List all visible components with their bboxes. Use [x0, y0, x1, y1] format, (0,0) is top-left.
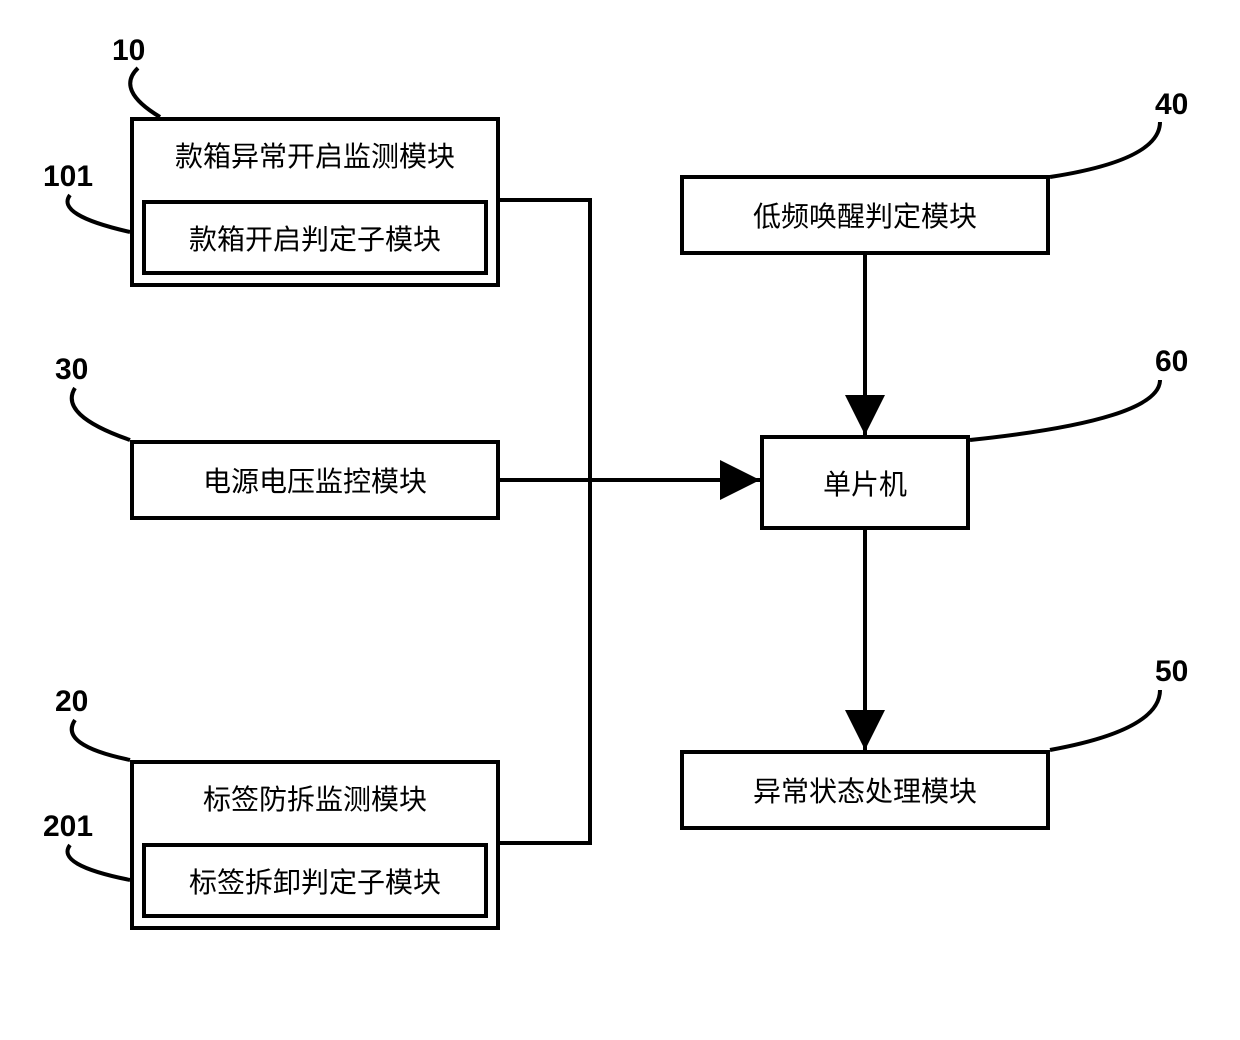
- node-30-label: 电源电压监控模块: [203, 460, 427, 500]
- node-20-label: 标签防拆监测模块: [134, 764, 496, 818]
- ref-label-30: 30: [55, 353, 88, 387]
- callout-10: [130, 68, 160, 117]
- node-50: 异常状态处理模块: [680, 750, 1050, 830]
- node-50-label: 异常状态处理模块: [753, 770, 977, 810]
- callout-201: [68, 845, 131, 880]
- node-201: 标签拆卸判定子模块: [142, 843, 488, 918]
- ref-label-40: 40: [1155, 88, 1188, 122]
- callout-60: [970, 380, 1160, 440]
- callout-101: [68, 195, 131, 232]
- node-40-label: 低频唤醒判定模块: [753, 195, 977, 235]
- ref-label-101: 101: [43, 160, 93, 194]
- node-101: 款箱开启判定子模块: [142, 200, 488, 275]
- edge-10-60: [500, 200, 590, 480]
- ref-label-20: 20: [55, 685, 88, 719]
- node-60-label: 单片机: [823, 463, 907, 503]
- node-60: 单片机: [760, 435, 970, 530]
- node-10-label: 款箱异常开启监测模块: [134, 121, 496, 175]
- node-101-label: 款箱开启判定子模块: [189, 218, 441, 258]
- callout-20: [72, 720, 130, 760]
- node-30: 电源电压监控模块: [130, 440, 500, 520]
- callout-30: [72, 388, 130, 440]
- ref-label-10: 10: [112, 34, 145, 68]
- node-201-label: 标签拆卸判定子模块: [189, 861, 441, 901]
- edge-20-60: [500, 480, 590, 843]
- callout-40: [1050, 122, 1160, 177]
- ref-label-201: 201: [43, 810, 93, 844]
- callout-50: [1050, 690, 1160, 750]
- ref-label-60: 60: [1155, 345, 1188, 379]
- node-40: 低频唤醒判定模块: [680, 175, 1050, 255]
- ref-label-50: 50: [1155, 655, 1188, 689]
